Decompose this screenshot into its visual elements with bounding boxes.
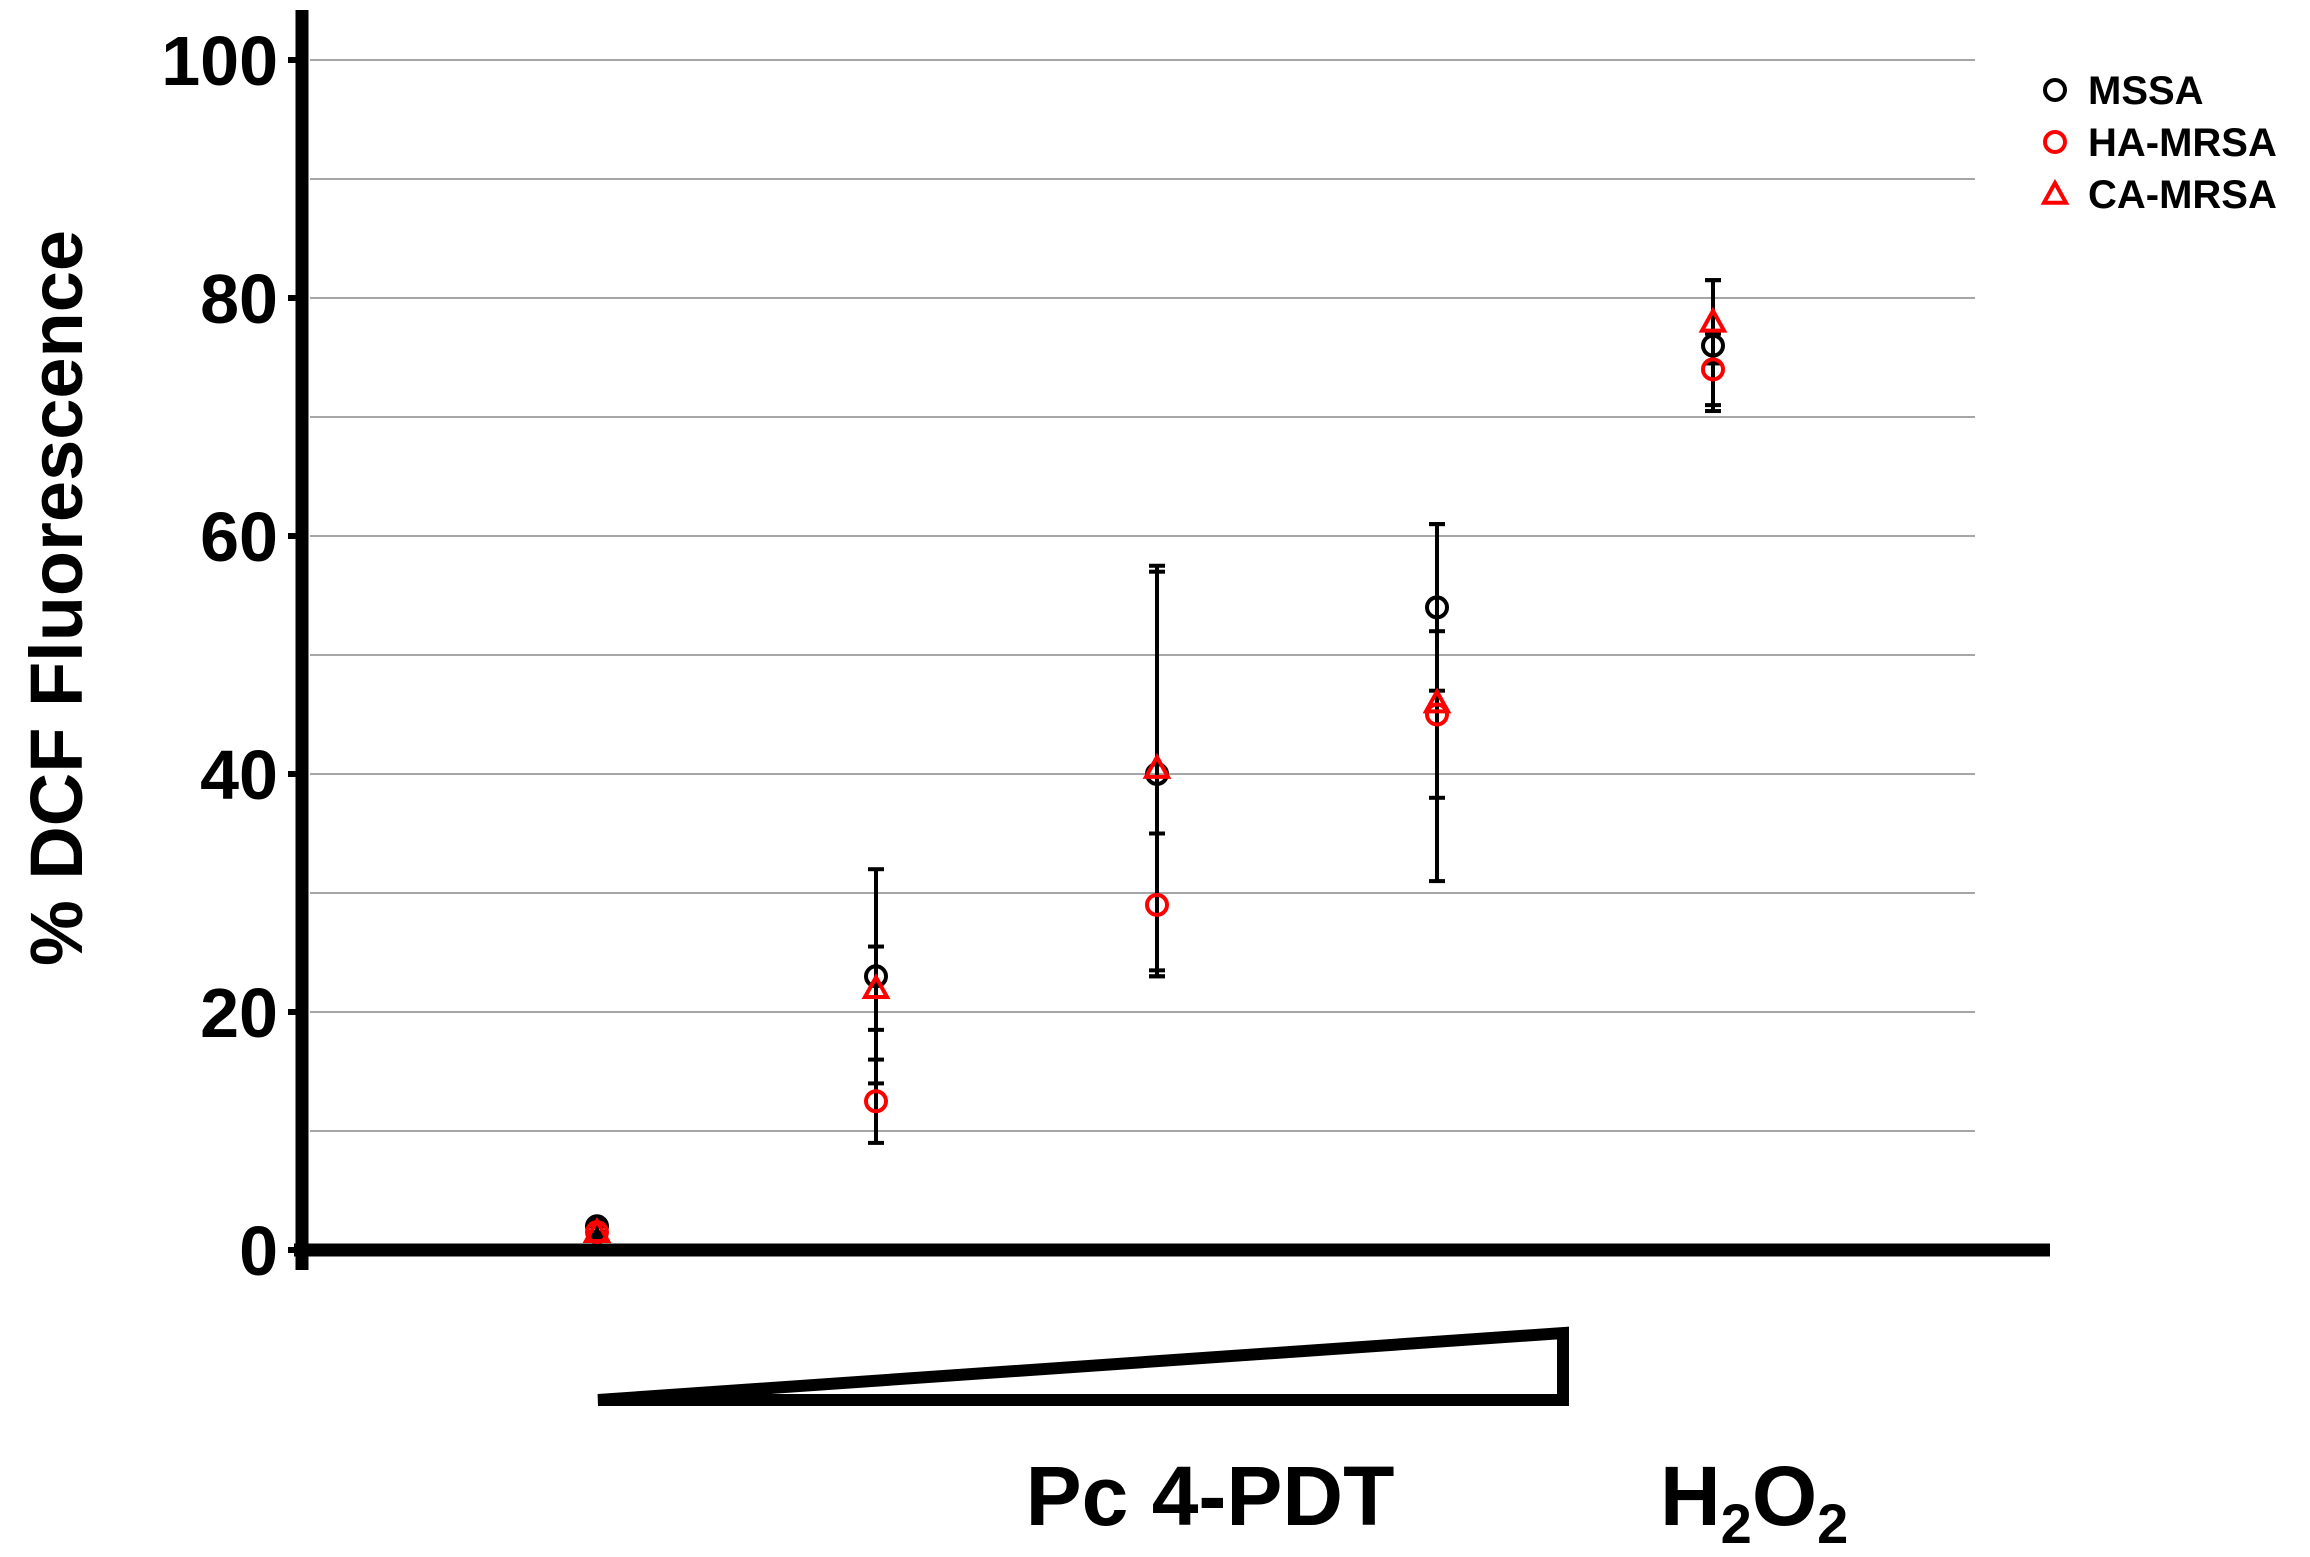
gridlines (310, 59, 1975, 1132)
axes (288, 10, 2050, 1270)
h2o2-sub2: 2 (1817, 1492, 1848, 1555)
data-point (1422, 687, 1452, 714)
y-axis-label: % DCF Fluorescence (15, 230, 98, 966)
y-tick-label: 20 (200, 974, 278, 1052)
y-tick-label: 100 (161, 22, 278, 100)
dose-gradient-wedge (597, 1326, 1569, 1406)
legend-label: MSSA (2088, 69, 2204, 113)
y-tick-label: 60 (200, 498, 278, 576)
legend-marker (2043, 78, 2067, 102)
data-point (1425, 595, 1449, 620)
y-tick-label: 40 (200, 736, 278, 814)
data-point (1145, 892, 1169, 917)
error-bars (589, 278, 1721, 1241)
h2o2-sub1: 2 (1721, 1492, 1752, 1555)
legend-label: CA-MRSA (2088, 173, 2277, 217)
legend: MSSA HA-MRSA CA-MRSA (2040, 69, 2277, 217)
legend-marker (2043, 130, 2067, 154)
y-tick-label: 80 (200, 260, 278, 338)
data-point (1701, 357, 1725, 382)
y-tick-labels: 0 20 40 60 80 100 (161, 22, 278, 1290)
data-point (1142, 752, 1172, 779)
h2o2-o: O (1752, 1449, 1817, 1543)
category-label-h2o2: H2O2 (1660, 1449, 1848, 1555)
legend-label: HA-MRSA (2088, 121, 2277, 165)
data-point (864, 964, 888, 989)
legend-marker (2040, 178, 2070, 205)
category-label-pc4-pdt: Pc 4-PDT (1026, 1449, 1395, 1543)
h2o2-h: H (1660, 1449, 1721, 1543)
data-point (1698, 306, 1728, 333)
y-tick-label: 0 (239, 1212, 278, 1290)
data-points (582, 306, 1728, 1245)
data-point (1425, 702, 1449, 727)
data-point (1701, 333, 1725, 358)
data-point (582, 1217, 612, 1243)
data-point (861, 973, 891, 999)
data-point (864, 1089, 888, 1114)
